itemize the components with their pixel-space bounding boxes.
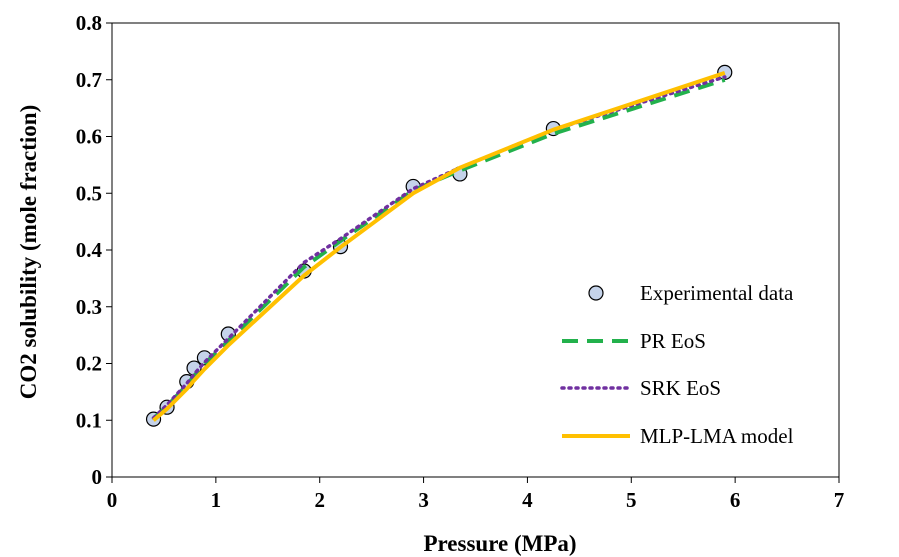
y-tick-label: 0.5 bbox=[76, 181, 102, 205]
legend-label: Experimental data bbox=[640, 281, 794, 305]
y-tick-label: 0 bbox=[92, 465, 103, 489]
y-tick-label: 0.7 bbox=[76, 68, 102, 92]
plot-area bbox=[145, 64, 733, 427]
y-tick-label: 0.8 bbox=[76, 11, 102, 35]
plot-frame bbox=[111, 22, 840, 478]
x-tick-label: 0 bbox=[107, 488, 118, 512]
legend-label: MLP-LMA model bbox=[640, 424, 794, 448]
x-tick-label: 4 bbox=[522, 488, 533, 512]
axes: 0 1 2 3 4 5 6 7 0 0.1 0.2 0.3 0.4 0.5 0.6 0.7 0.8 bbox=[76, 11, 845, 512]
legend-marker bbox=[588, 285, 604, 301]
x-tick-label: 7 bbox=[834, 488, 845, 512]
x-tick-label: 3 bbox=[418, 488, 429, 512]
x-tick-label: 2 bbox=[314, 488, 325, 512]
series-line-mlp-lma-model bbox=[152, 71, 726, 422]
x-axis-title: Pressure (MPa) bbox=[423, 531, 576, 556]
y-tick-label: 0.6 bbox=[76, 125, 102, 149]
legend: Experimental data PR EoS SRK EoS MLP-LMA mo… bbox=[560, 281, 794, 448]
series-line-srk-eos bbox=[151, 75, 727, 420]
y-tick-label: 0.2 bbox=[76, 352, 102, 376]
legend-label: PR EoS bbox=[640, 329, 706, 353]
y-tick-label: 0.4 bbox=[76, 238, 103, 262]
y-axis-title: CO2 solubility (mole fraction) bbox=[16, 105, 41, 400]
x-tick-label: 6 bbox=[730, 488, 741, 512]
x-tick-label: 5 bbox=[626, 488, 637, 512]
y-tick-label: 0.3 bbox=[76, 295, 102, 319]
series-line-pr-eos bbox=[152, 77, 726, 420]
x-tick-label: 1 bbox=[211, 488, 222, 512]
y-tick-label: 0.1 bbox=[76, 408, 102, 432]
legend-label: SRK EoS bbox=[640, 376, 721, 400]
